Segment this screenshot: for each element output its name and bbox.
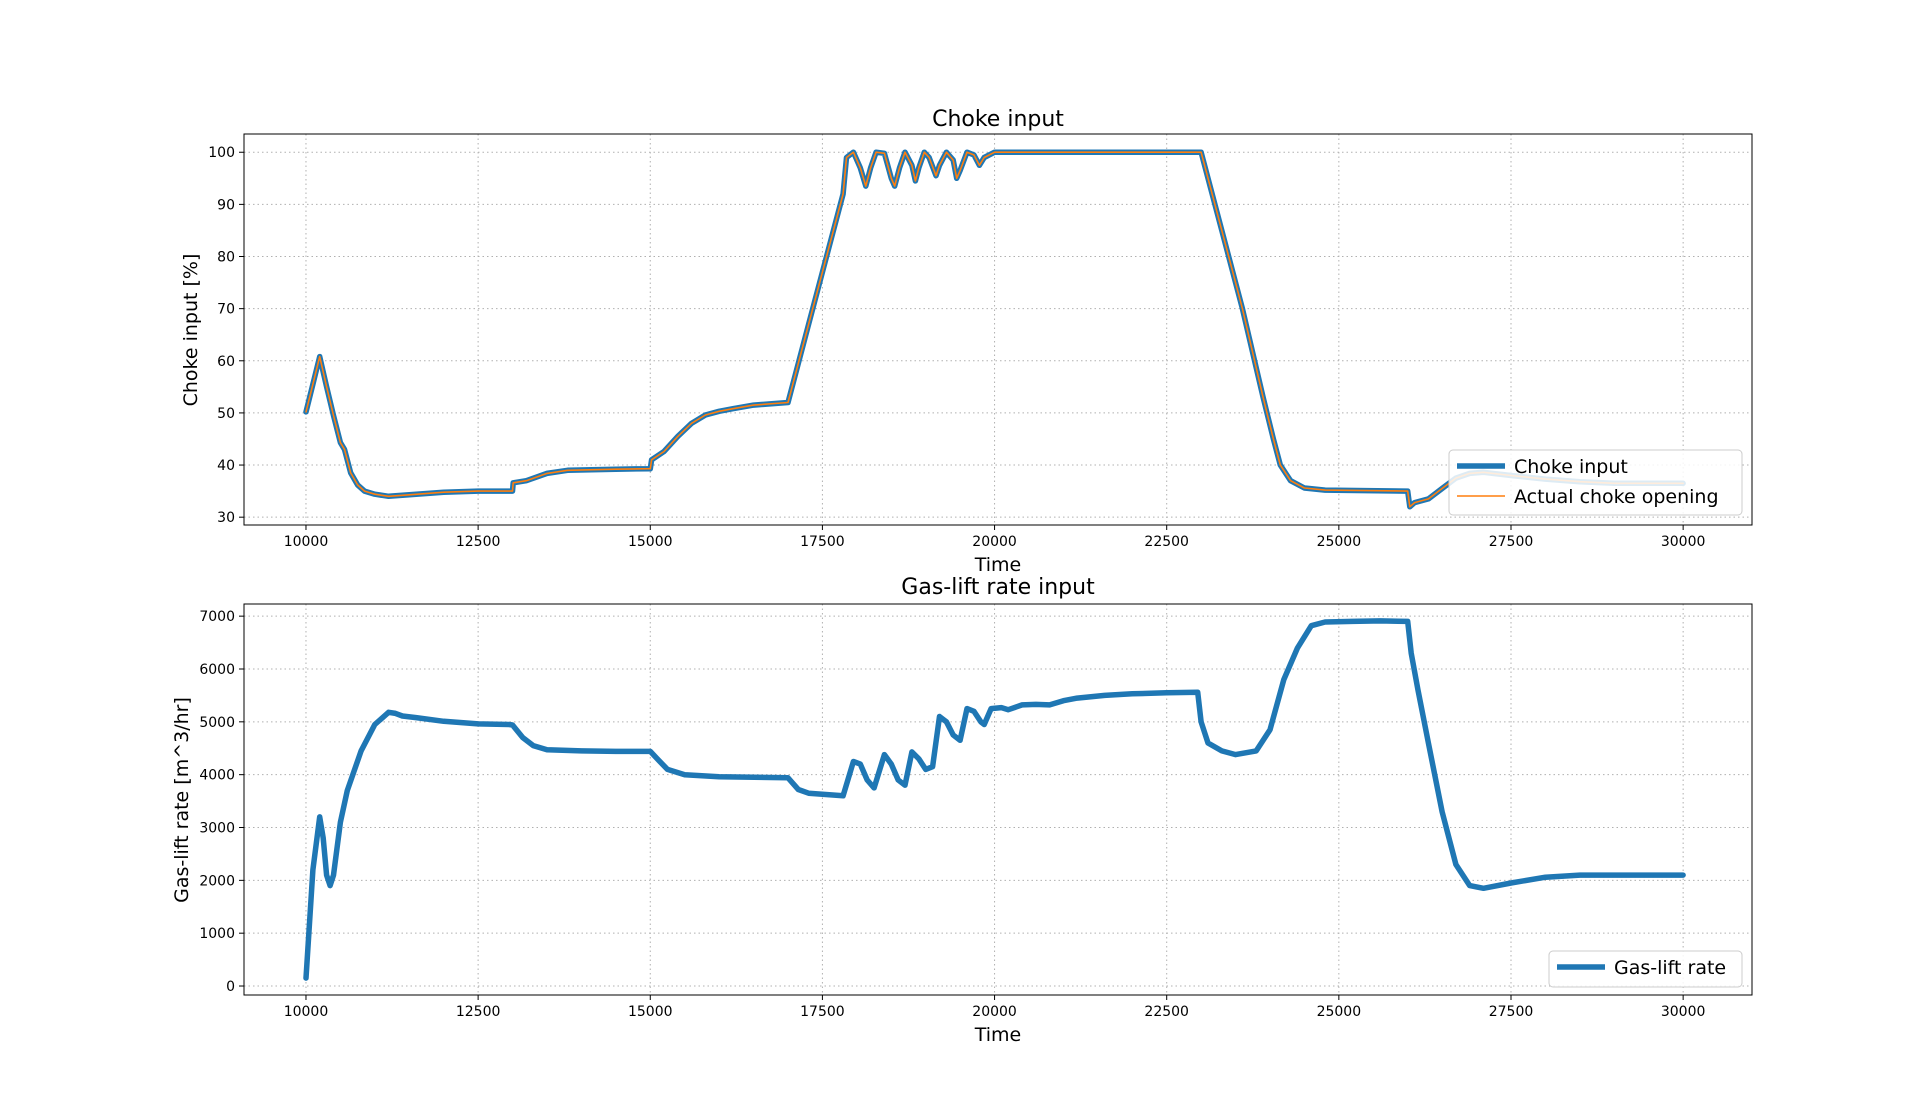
gaslift-x-tick-label: 22500 xyxy=(1144,1004,1189,1020)
choke-x-tick-label: 25000 xyxy=(1317,534,1362,550)
gaslift-y-tick-label: 5000 xyxy=(199,715,235,731)
choke-legend-box xyxy=(1448,449,1743,516)
gaslift-legend-label-gas-lift-rate: Gas-lift rate xyxy=(1614,957,1726,979)
choke-y-tick-label: 70 xyxy=(217,302,235,318)
choke-ticks: 10000 12500 15000 17500 20000 22500 25000 27500… xyxy=(208,145,1705,550)
choke-x-tick-label: 12500 xyxy=(456,534,501,550)
gaslift-y-tick-label: 3000 xyxy=(199,821,235,837)
choke-x-tick-label: 15000 xyxy=(628,534,673,550)
gaslift-series-lines xyxy=(303,618,1686,981)
gaslift-series-gas-lift-rate xyxy=(303,618,1686,981)
gaslift-x-tick-label: 20000 xyxy=(972,1004,1017,1020)
gaslift-y-axis-label: Gas-lift rate [m^3/hr] xyxy=(171,697,193,903)
gaslift-grid xyxy=(244,604,1752,995)
gaslift-y-tick-label: 7000 xyxy=(199,609,235,625)
choke-legend-label-actual-choke-opening: Actual choke opening xyxy=(1514,486,1719,508)
gaslift-y-tick-label: 6000 xyxy=(199,662,235,678)
gaslift-plot-area xyxy=(244,604,1752,995)
gaslift-legend-box xyxy=(1548,950,1743,988)
choke-x-tick-label: 17500 xyxy=(800,534,845,550)
choke-y-tick-label: 50 xyxy=(217,406,235,422)
gaslift-chart-title: Gas-lift rate input xyxy=(901,575,1095,600)
choke-legend: Choke input Actual choke opening xyxy=(1448,449,1743,516)
gaslift-y-tick-label: 4000 xyxy=(199,768,235,784)
gaslift-x-tick-label: 25000 xyxy=(1317,1004,1362,1020)
gaslift-x-tick-label: 10000 xyxy=(284,1004,329,1020)
gaslift-plot-frame xyxy=(243,603,1753,996)
choke-series-actual-choke-opening xyxy=(305,151,1684,508)
choke-series-lines xyxy=(303,149,1686,510)
choke-plot-frame xyxy=(243,133,1753,526)
choke-x-tick-label: 10000 xyxy=(284,534,329,550)
gaslift-x-tick-label: 17500 xyxy=(800,1004,845,1020)
gaslift-y-tick-label: 1000 xyxy=(199,926,235,942)
choke-x-tick-label: 27500 xyxy=(1489,534,1534,550)
gaslift-x-tick-label: 12500 xyxy=(456,1004,501,1020)
choke-y-axis-label: Choke input [%] xyxy=(180,254,202,407)
gaslift-ticks: 10000 12500 15000 17500 20000 22500 25000 27500… xyxy=(199,609,1705,1020)
gaslift-y-tick-label: 0 xyxy=(226,979,235,995)
choke-y-tick-label: 100 xyxy=(208,145,235,161)
choke-y-tick-label: 60 xyxy=(217,354,235,370)
gaslift-legend: Gas-lift rate xyxy=(1548,950,1743,988)
choke-y-tick-label: 30 xyxy=(217,510,235,526)
choke-y-tick-label: 80 xyxy=(217,250,235,266)
choke-x-axis-label: Time xyxy=(974,554,1022,576)
choke-chart: 10000 12500 15000 17500 20000 22500 25000 27500… xyxy=(180,107,1753,576)
choke-x-tick-label: 30000 xyxy=(1661,534,1706,550)
choke-legend-label-choke-input: Choke input xyxy=(1514,456,1628,478)
choke-x-tick-label: 22500 xyxy=(1144,534,1189,550)
choke-x-tick-label: 20000 xyxy=(972,534,1017,550)
gaslift-y-tick-label: 2000 xyxy=(199,873,235,889)
gaslift-x-tick-label: 30000 xyxy=(1661,1004,1706,1020)
gaslift-chart: 10000 12500 15000 17500 20000 22500 25000 27500… xyxy=(171,575,1753,1046)
gaslift-x-axis-label: Time xyxy=(974,1024,1022,1046)
gaslift-x-tick-label: 27500 xyxy=(1489,1004,1534,1020)
choke-y-tick-label: 90 xyxy=(217,197,235,213)
gaslift-x-tick-label: 15000 xyxy=(628,1004,673,1020)
choke-chart-title: Choke input xyxy=(932,107,1064,132)
choke-y-tick-label: 40 xyxy=(217,458,235,474)
